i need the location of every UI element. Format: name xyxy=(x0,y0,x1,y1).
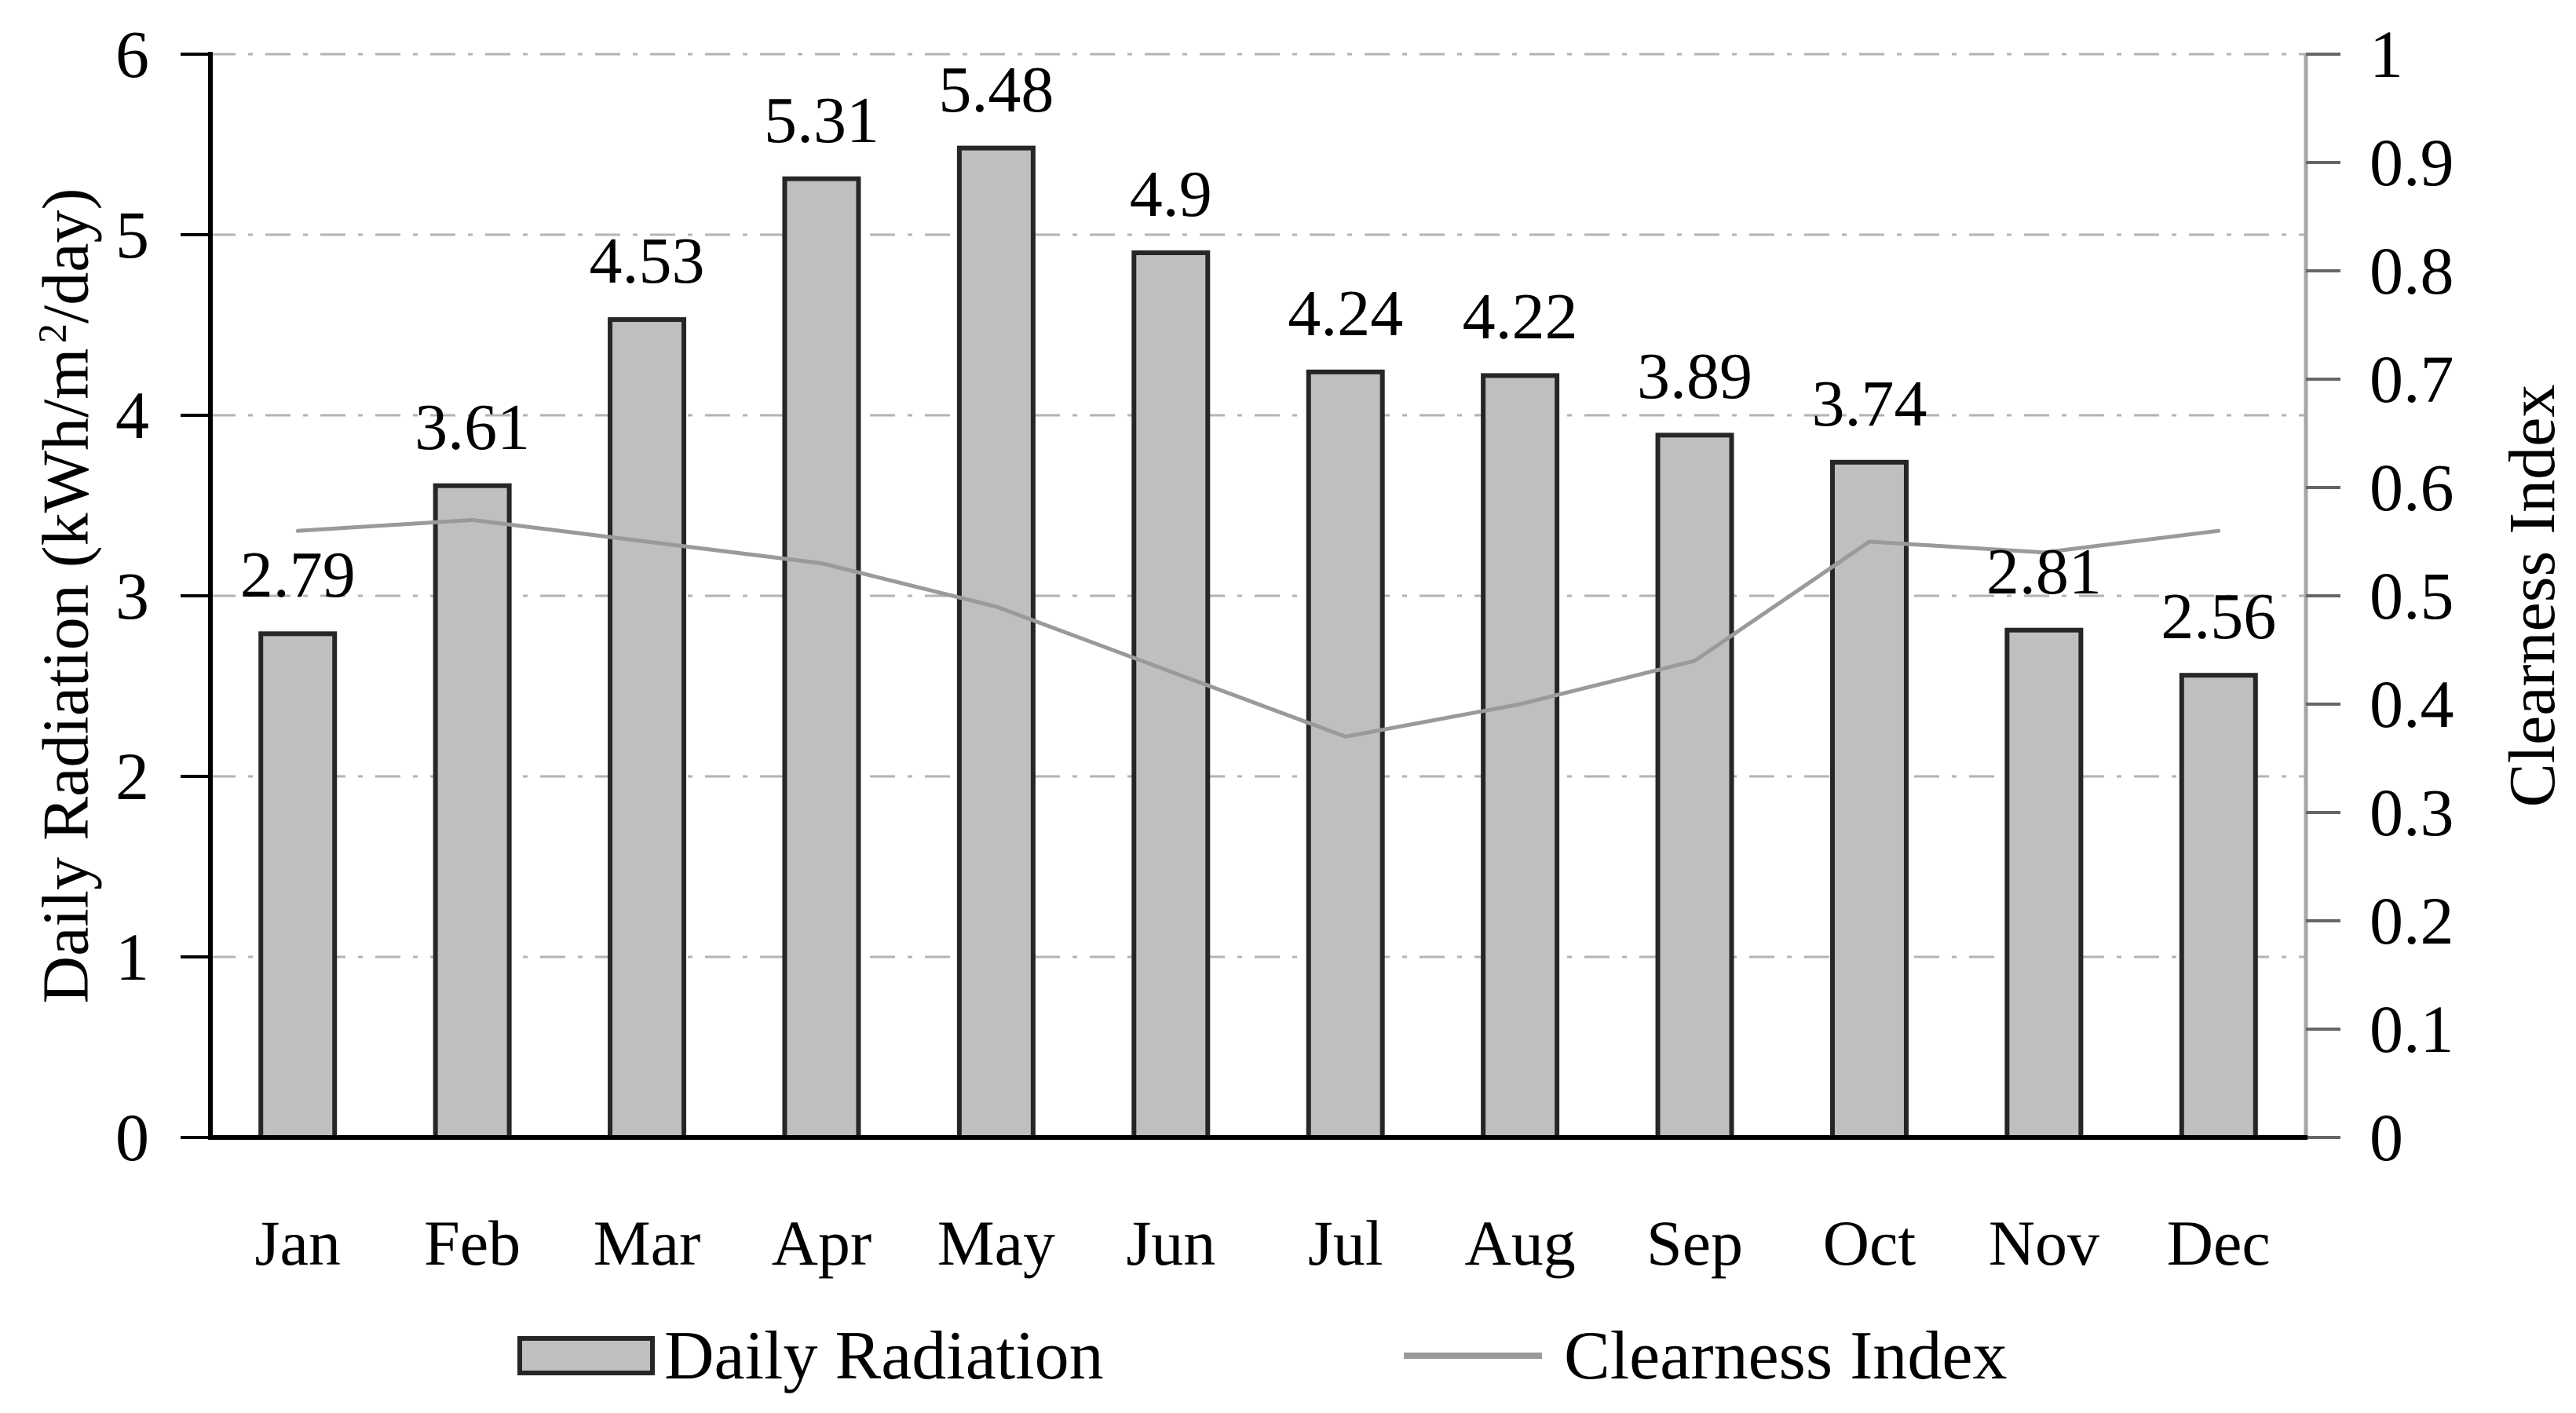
month-label-mar: Mar xyxy=(593,1207,701,1279)
bar-value-label-sep: 3.89 xyxy=(1637,340,1753,414)
month-label-nov: Nov xyxy=(1988,1207,2099,1279)
bar-feb xyxy=(433,483,512,1140)
right-axis-tick-label: 0.9 xyxy=(2370,125,2454,200)
left-axis-tick-label: 6 xyxy=(115,16,149,92)
left-axis-tick-label: 0 xyxy=(115,1100,149,1175)
bar-dec xyxy=(2179,673,2258,1140)
left-axis-title: Daily Radiation (kWh/m 2/day) xyxy=(16,86,103,1106)
bar-nov xyxy=(2004,627,2084,1140)
left-axis-tick-label: 2 xyxy=(115,739,149,814)
month-label-may: May xyxy=(937,1207,1056,1279)
bar-aug xyxy=(1481,373,1560,1140)
right-axis-tick-label: 0.6 xyxy=(2370,450,2454,525)
left-axis-tick-label: 5 xyxy=(115,197,149,272)
left-axis-title-text: Daily Radiation (kWh/m xyxy=(29,348,103,1004)
right-axis-tick-label: 0.7 xyxy=(2370,341,2454,417)
bar-jan xyxy=(258,631,338,1140)
right-axis-title: Clearness Index xyxy=(2496,384,2569,808)
left-axis-title-superscript: 2 xyxy=(31,323,75,344)
month-label-jan: Jan xyxy=(254,1207,341,1279)
right-axis-tick-label: 0.4 xyxy=(2370,666,2454,742)
month-label-aug: Aug xyxy=(1464,1207,1576,1279)
right-axis-tick-label: 0 xyxy=(2370,1100,2403,1175)
right-axis-tick-label: 1 xyxy=(2370,16,2403,92)
bar-value-label-feb: 3.61 xyxy=(415,390,531,464)
bar-value-label-may: 5.48 xyxy=(938,53,1054,126)
month-label-sep: Sep xyxy=(1646,1207,1744,1279)
left-axis-title-unit: /day) xyxy=(29,188,103,324)
right-axis-tick-label: 0.8 xyxy=(2370,233,2454,309)
left-axis-tick-label: 1 xyxy=(115,919,149,995)
bar-may xyxy=(956,145,1036,1141)
month-label-jul: Jul xyxy=(1307,1207,1383,1279)
right-axis-tick-label: 0.2 xyxy=(2370,883,2454,958)
bar-value-label-oct: 3.74 xyxy=(1811,367,1927,440)
bar-value-label-aug: 4.22 xyxy=(1462,280,1578,354)
bar-value-label-jun: 4.9 xyxy=(1129,158,1212,231)
right-axis-tick-label: 0.1 xyxy=(2370,991,2454,1067)
bar-value-label-jul: 4.24 xyxy=(1288,276,1404,350)
left-axis-tick-label: 4 xyxy=(115,378,149,453)
month-label-feb: Feb xyxy=(424,1207,521,1279)
right-axis-tick-label: 0.3 xyxy=(2370,775,2454,850)
bar-mar xyxy=(608,317,687,1141)
bar-value-label-mar: 4.53 xyxy=(589,225,705,298)
bar-apr xyxy=(782,176,861,1141)
bar-sep xyxy=(1655,433,1734,1140)
month-label-jun: Jun xyxy=(1126,1207,1216,1279)
bar-jun xyxy=(1131,250,1211,1140)
month-label-oct: Oct xyxy=(1822,1207,1916,1279)
bar-oct xyxy=(1829,459,1909,1140)
month-label-apr: Apr xyxy=(771,1207,872,1279)
clearness-index-line xyxy=(295,517,2221,739)
right-axis-tick-label: 0.5 xyxy=(2370,558,2454,633)
left-axis-tick-label: 3 xyxy=(115,558,149,633)
month-label-dec: Dec xyxy=(2166,1207,2271,1279)
bar-value-label-nov: 2.81 xyxy=(1986,535,2102,608)
bar-value-label-dec: 2.56 xyxy=(2161,580,2277,654)
bar-jul xyxy=(1306,369,1385,1140)
bar-value-label-apr: 5.31 xyxy=(763,83,879,157)
bar-value-label-jan: 2.79 xyxy=(239,539,356,612)
